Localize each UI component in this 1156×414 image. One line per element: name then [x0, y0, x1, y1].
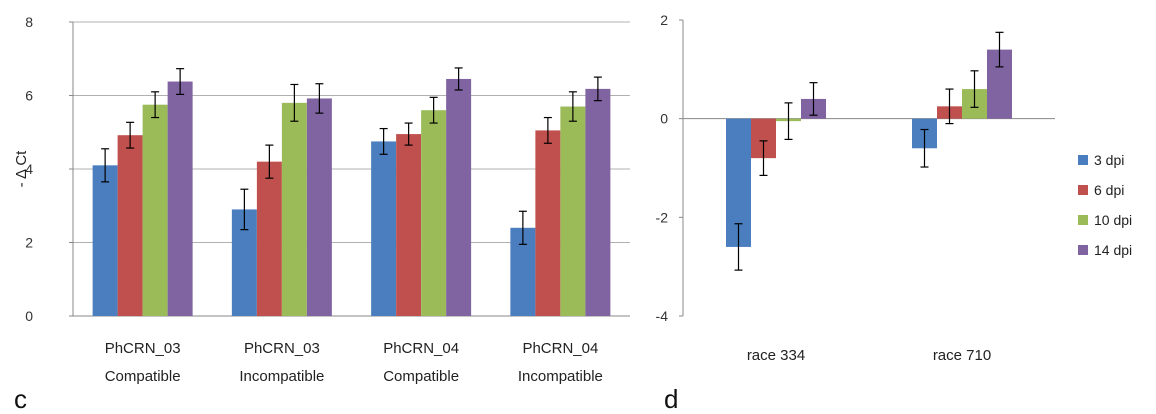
panel-label-0: c [14, 384, 27, 414]
legend-swatch-0 [1078, 155, 1088, 165]
category-label-0-2-0: PhCRN_04 [383, 340, 459, 357]
bar-0-2-0 [371, 141, 397, 316]
category-label-0-1-0: PhCRN_03 [244, 340, 320, 357]
y-tick-label-1-1: -2 [656, 209, 669, 225]
bar-0-2-2 [421, 110, 447, 316]
category-label-0-1-1: Incompatible [239, 368, 324, 385]
legend-swatch-1 [1078, 185, 1088, 195]
category-label-0-0-1: Compatible [105, 368, 181, 385]
category-label-0-3-1: Incompatible [518, 368, 603, 385]
bar-0-1-2 [281, 102, 307, 316]
category-label-1-0-0: race 334 [747, 347, 805, 364]
bar-0-3-2 [560, 106, 586, 317]
bar-0-0-1 [117, 135, 143, 316]
category-label-1-1-0: race 710 [933, 347, 991, 364]
bar-0-0-2 [142, 104, 168, 316]
bar-0-1-1 [256, 161, 282, 316]
panel-label-1: d [664, 384, 678, 414]
y-tick-label-0-2: 4 [25, 161, 33, 177]
bar-0-0-0 [92, 165, 118, 316]
legend-label-1: 6 dpi [1094, 182, 1124, 198]
category-label-0-2-1: Compatible [383, 368, 459, 385]
y-tick-label-0-0: 0 [25, 308, 33, 324]
y-axis-label-0: - Δ Ct [13, 150, 30, 188]
bar-0-2-1 [396, 134, 422, 316]
legend-label-2: 10 dpi [1094, 212, 1132, 228]
category-label-0-0-0: PhCRN_03 [105, 340, 181, 357]
bar-0-3-1 [535, 130, 561, 316]
bar-0-0-3 [167, 81, 193, 316]
y-tick-label-0-4: 8 [25, 14, 33, 30]
bar-0-1-3 [306, 98, 332, 316]
category-label-0-3-0: PhCRN_04 [522, 340, 598, 357]
y-tick-label-1-3: 2 [660, 12, 668, 28]
bar-0-2-3 [446, 78, 472, 317]
y-tick-label-1-0: -4 [656, 308, 669, 324]
y-tick-label-0-1: 2 [25, 235, 33, 251]
legend-label-0: 3 dpi [1094, 152, 1124, 168]
legend-label-3: 14 dpi [1094, 242, 1132, 258]
bar-0-3-3 [585, 88, 611, 316]
legend-swatch-2 [1078, 215, 1088, 225]
y-tick-label-0-3: 6 [25, 88, 33, 104]
y-tick-label-1-2: 0 [660, 111, 668, 127]
legend-swatch-3 [1078, 245, 1088, 255]
